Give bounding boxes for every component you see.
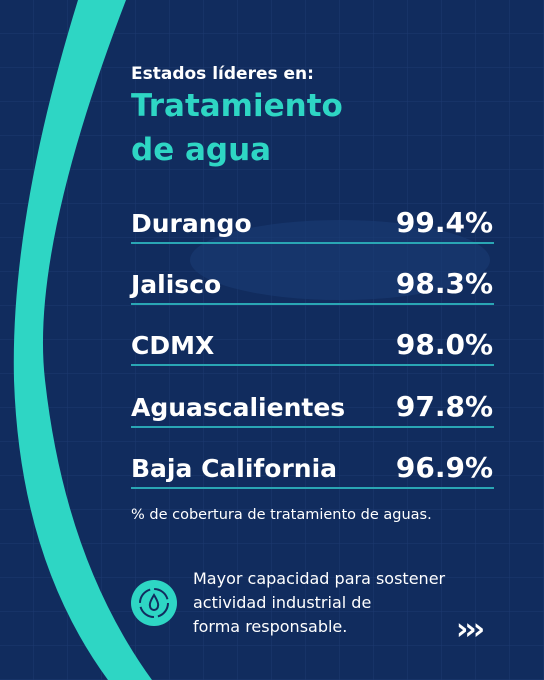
state-value: 98.3% [395,267,493,301]
title: Tratamiento [131,88,343,124]
state-name: Durango [131,209,252,238]
state-value: 97.8% [395,389,493,423]
title: de agua [131,132,272,168]
state-name: Aguascalientes [131,392,346,422]
callout-text: Mayor capacidad para sostener [193,569,446,588]
more-button[interactable]: ››› [456,612,485,647]
state-value: 99.4% [395,206,493,239]
row-divider [131,364,494,367]
callout-text: actividad industrial de [193,593,372,612]
state-name: CDMX [131,331,215,361]
callout-text: forma responsable. [193,617,348,636]
row-divider [131,425,494,428]
state-name: Baja California [131,453,338,483]
state-name: Jalisco [131,270,222,300]
teal-arc [13,0,153,680]
state-value: 96.9% [395,450,493,484]
footnote: % de cobertura de tratamiento de aguas. [131,507,432,523]
icon [131,580,177,626]
row-divider [131,242,494,244]
kicker: Estados líderes en: [131,64,314,84]
row-divider [131,303,494,306]
state-value: 98.0% [395,328,493,362]
row-divider [131,486,494,489]
